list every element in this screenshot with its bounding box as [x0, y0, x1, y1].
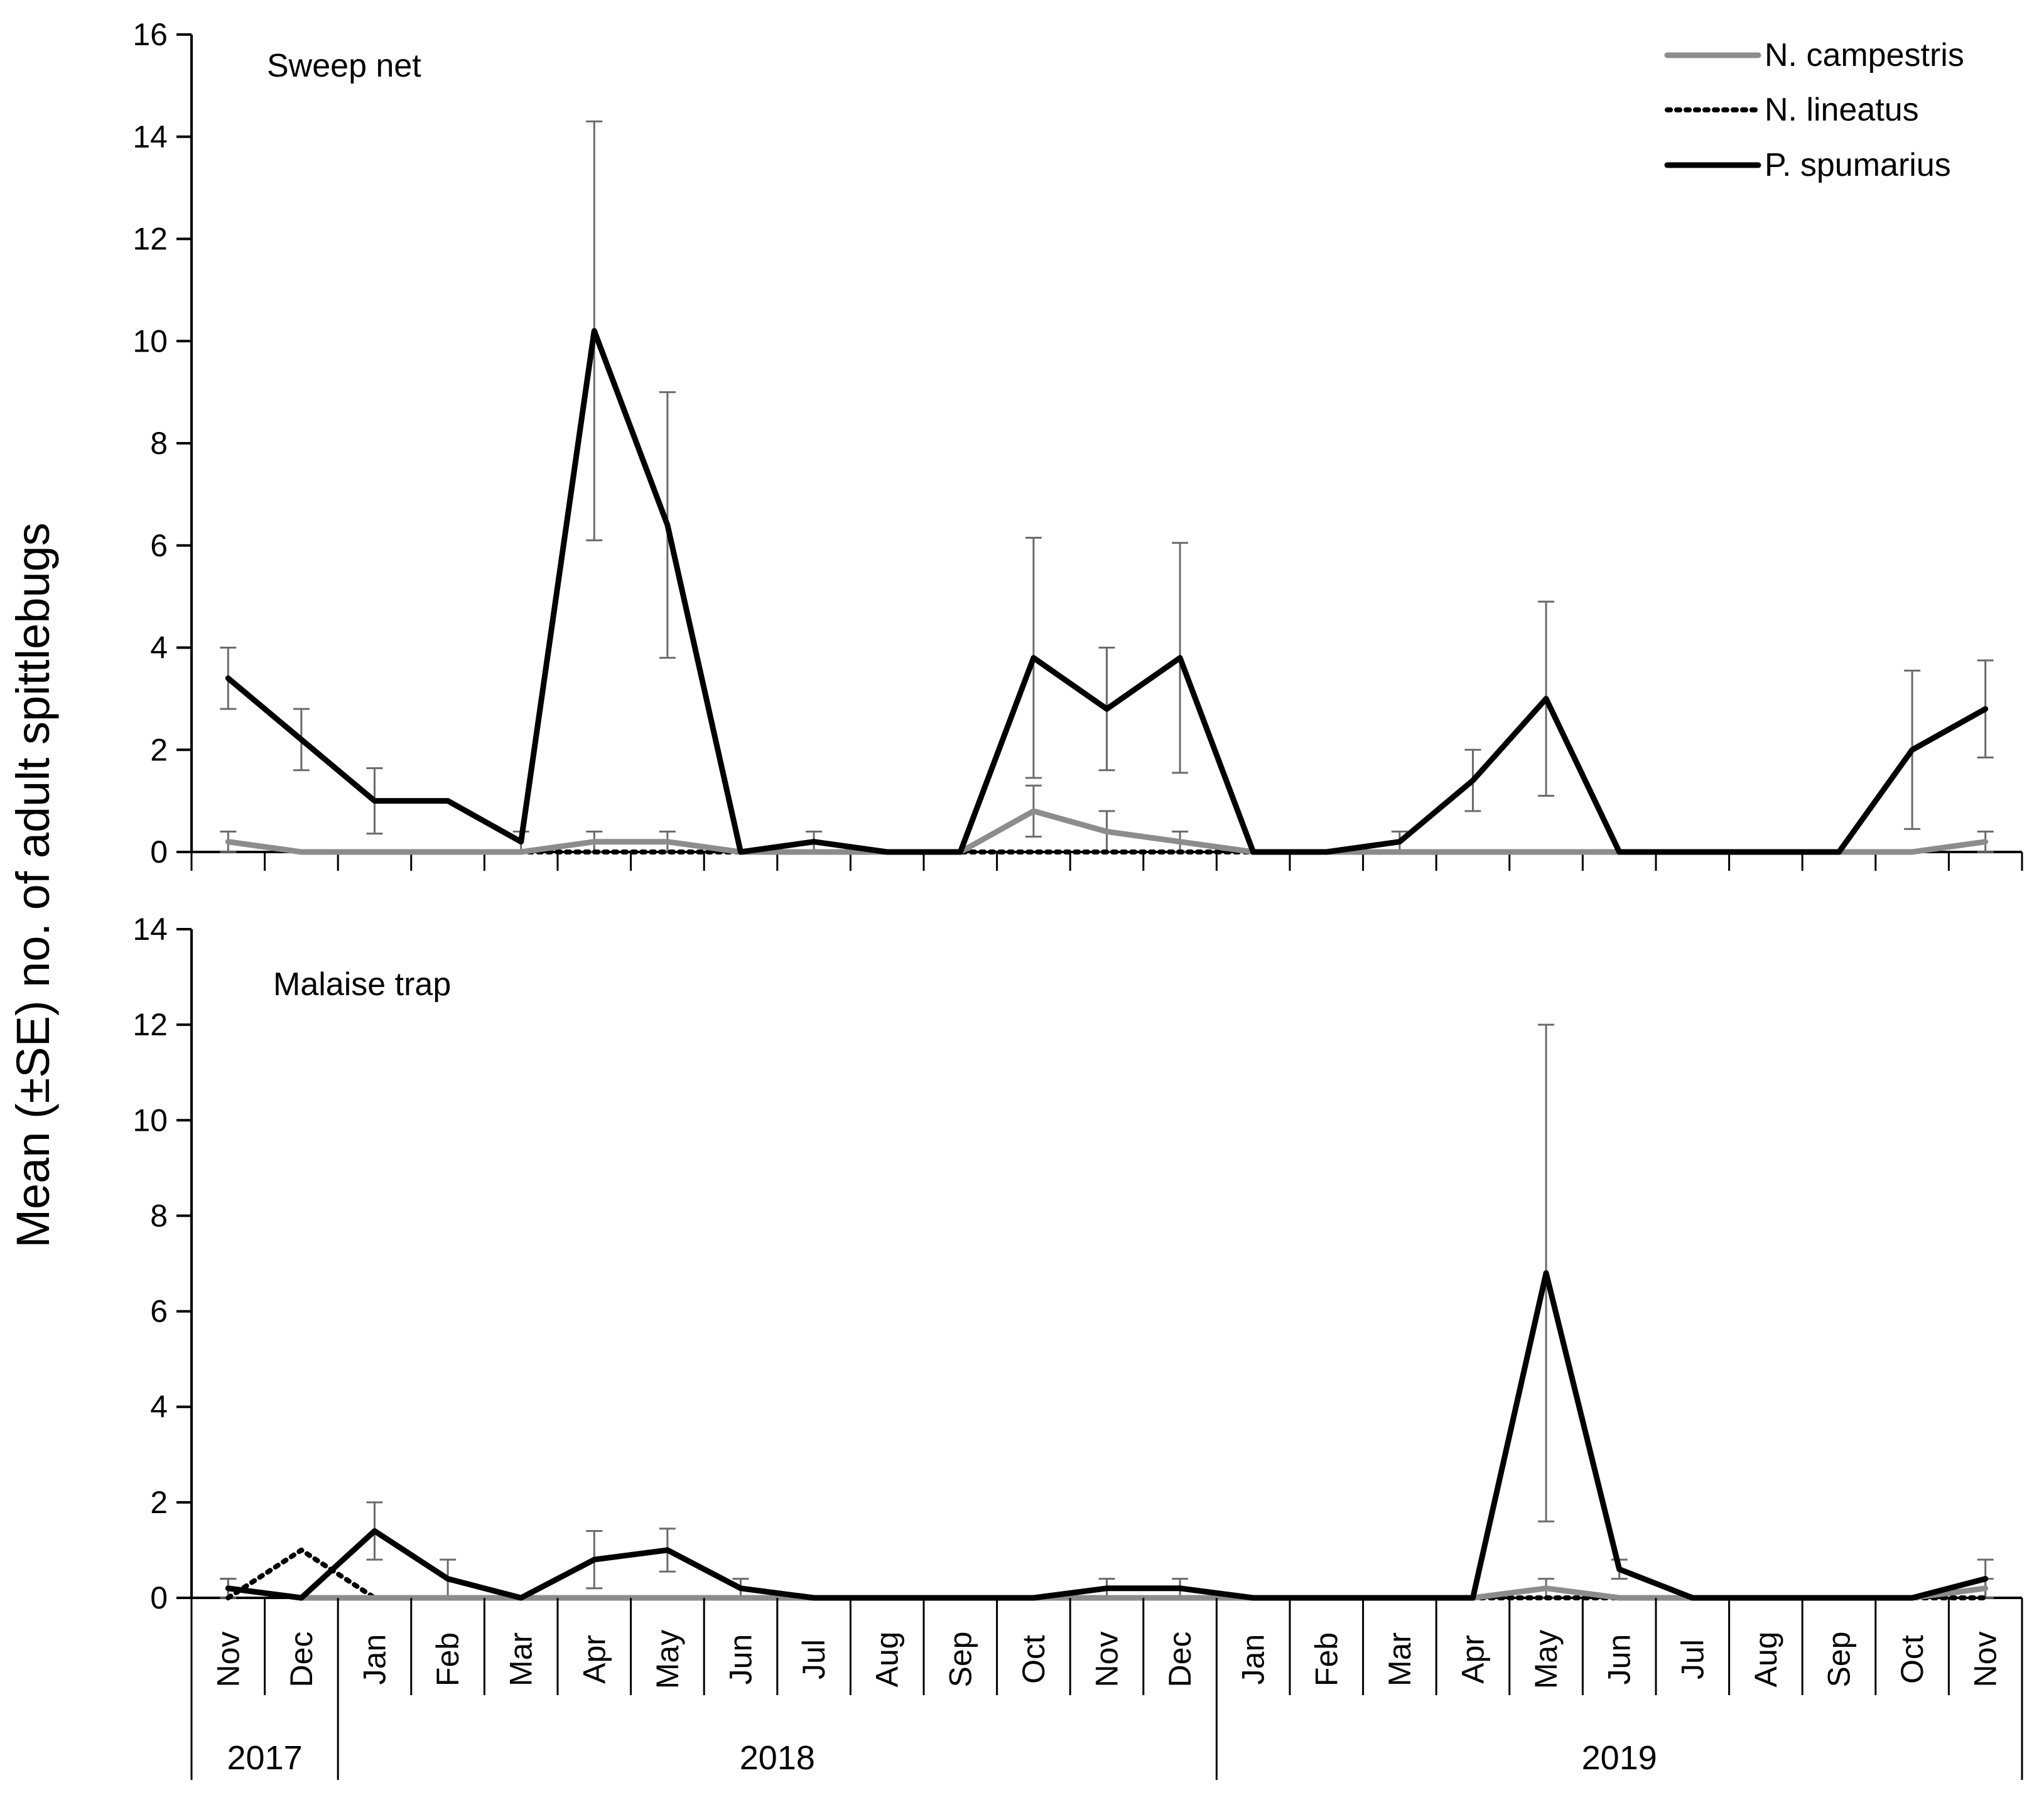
panel-title: Malaise trap: [273, 966, 451, 1003]
month-label: Jan: [357, 1634, 392, 1685]
y-tick-label: 6: [150, 1294, 168, 1329]
month-label: Nov: [1968, 1632, 2003, 1688]
y-tick-label: 12: [132, 1007, 168, 1042]
y-tick-label: 10: [132, 1102, 168, 1138]
month-label: Dec: [1162, 1632, 1198, 1688]
y-tick-label: 14: [132, 912, 168, 947]
y-tick-label: 4: [150, 1389, 168, 1425]
series-line-p-spumarius: [225, 328, 1989, 855]
month-label: Mar: [504, 1632, 539, 1686]
month-label: Apr: [576, 1635, 612, 1684]
y-tick-label: 2: [150, 1485, 168, 1520]
panels: 0 2 4 6 8 10 12 14 16 Sweep net 0 2 4 6 8 10 12 14 Malaise…: [132, 17, 2023, 1615]
month-label: Jun: [723, 1634, 759, 1685]
y-tick-label: 8: [150, 426, 168, 461]
month-label: Jun: [1602, 1634, 1637, 1685]
x-axis: Nov Dec Jan Feb Mar Apr May Jun Jul Aug Sep Oct Nov D…: [190, 1598, 2023, 1780]
legend-label: N. campestris: [1765, 37, 1964, 73]
y-tick-label: 0: [150, 834, 168, 870]
y-tick-label: 0: [150, 1580, 168, 1615]
y-tick-label: 4: [150, 630, 168, 666]
month-label: Jan: [1236, 1634, 1271, 1685]
legend-label: P. spumarius: [1765, 147, 1951, 183]
month-label: Nov: [1090, 1632, 1125, 1688]
year-label: 2017: [227, 1739, 303, 1777]
month-label: Oct: [1895, 1635, 1930, 1684]
month-label: Dec: [284, 1632, 319, 1688]
y-tick-label: 10: [132, 323, 168, 358]
month-label: Oct: [1016, 1635, 1051, 1684]
month-label: Sep: [943, 1632, 978, 1688]
panel-title: Sweep net: [267, 48, 421, 84]
month-label: Feb: [430, 1632, 465, 1686]
year-label: 2019: [1582, 1739, 1657, 1777]
panel-sweep-net: 0 2 4 6 8 10 12 14 16 Sweep net: [132, 17, 2023, 871]
y-tick-label: 14: [132, 119, 168, 154]
y-tick-label: 6: [150, 528, 168, 563]
month-label: May: [1528, 1630, 1564, 1689]
error-bars-n-campestris: [220, 784, 1994, 853]
series-line-p-spumarius: [225, 1270, 1989, 1601]
month-label: Aug: [1748, 1632, 1783, 1688]
month-label: Jul: [796, 1639, 831, 1679]
month-label: Mar: [1382, 1632, 1417, 1686]
y-tick-label: 12: [132, 222, 168, 257]
month-label: Jul: [1675, 1639, 1710, 1679]
legend: N. campestris N. lineatus P. spumarius: [1664, 37, 1964, 183]
month-label: Feb: [1309, 1632, 1344, 1686]
month-label: Apr: [1456, 1635, 1491, 1684]
month-label: Nov: [210, 1632, 246, 1688]
year-label: 2018: [740, 1739, 815, 1777]
error-bars-p-spumarius: [220, 120, 1994, 853]
month-label: Aug: [870, 1632, 905, 1688]
error-bars-p-spumarius: [220, 1023, 1994, 1599]
y-tick-label: 2: [150, 732, 168, 767]
y-tick-label: 8: [150, 1198, 168, 1233]
y-tick-label: 16: [132, 17, 168, 52]
legend-label: N. lineatus: [1765, 92, 1919, 128]
month-label: Sep: [1822, 1632, 1857, 1688]
y-axis-label: Mean (±SE) no. of adult spittlebugs: [7, 522, 59, 1248]
month-label: May: [650, 1630, 685, 1689]
panel-malaise-trap: 0 2 4 6 8 10 12 14 Malaise trap: [132, 912, 2022, 1615]
